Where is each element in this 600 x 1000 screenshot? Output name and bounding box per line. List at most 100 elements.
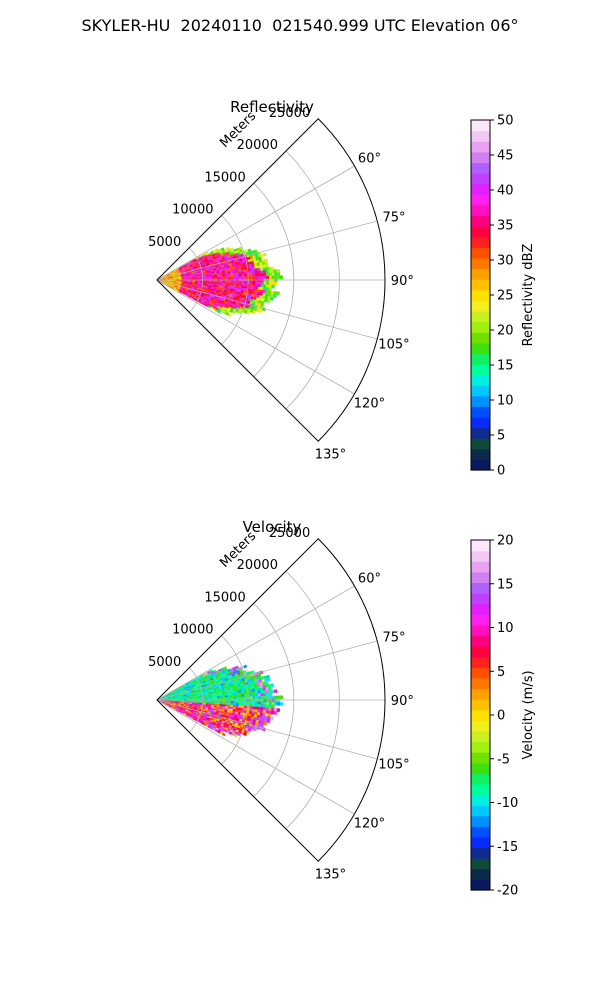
echo-cell bbox=[260, 273, 264, 277]
echo-cells bbox=[156, 246, 284, 317]
echo-cell bbox=[230, 281, 234, 284]
echo-cell bbox=[241, 276, 245, 280]
panel-title: Reflectivity bbox=[230, 98, 314, 116]
colorbar-segment bbox=[471, 868, 490, 880]
echo-cell bbox=[252, 273, 256, 277]
panel-title: Velocity bbox=[243, 518, 302, 536]
radial-tick-label: 10000 bbox=[172, 203, 213, 218]
echo-cell bbox=[241, 696, 245, 700]
colorbar-segment bbox=[471, 279, 490, 291]
echo-cell bbox=[244, 276, 248, 280]
echo-cell bbox=[269, 698, 273, 703]
colorbar-segment bbox=[471, 752, 490, 764]
echo-cell bbox=[263, 284, 267, 288]
echo-cell bbox=[243, 271, 248, 275]
colorbar-segment bbox=[471, 151, 490, 164]
polar-grid bbox=[156, 570, 385, 830]
echo-cell bbox=[208, 277, 212, 280]
echo-cell bbox=[224, 273, 229, 277]
colorbar-segment bbox=[471, 773, 490, 785]
echo-cell bbox=[237, 732, 241, 737]
echo-cell bbox=[249, 276, 254, 280]
echo-cell bbox=[266, 281, 270, 286]
colorbar-segment bbox=[471, 300, 490, 312]
echo-cell bbox=[238, 696, 243, 700]
colorbar-segment bbox=[471, 385, 490, 397]
echo-cell bbox=[253, 727, 258, 732]
colorbar-segment bbox=[471, 582, 490, 594]
echo-cell bbox=[268, 692, 273, 697]
azimuth-line bbox=[156, 640, 378, 701]
colorbar-segment bbox=[471, 709, 490, 721]
echo-cell bbox=[260, 278, 264, 283]
echo-cell bbox=[249, 279, 254, 282]
angular-tick-label: 120° bbox=[354, 817, 385, 832]
angular-tick-label: 135° bbox=[315, 447, 346, 462]
colorbar-segment bbox=[471, 374, 490, 386]
colorbar-segment bbox=[471, 794, 490, 806]
colorbar-segment bbox=[471, 459, 490, 471]
echo-cell bbox=[246, 310, 251, 315]
colorbar-segment bbox=[471, 257, 490, 270]
echo-cell bbox=[255, 284, 259, 288]
echo-cell bbox=[214, 277, 218, 280]
echo-cell bbox=[260, 698, 264, 703]
echo-cell bbox=[241, 701, 245, 705]
echo-cell bbox=[255, 273, 259, 277]
echo-cell bbox=[260, 276, 264, 280]
echo-cell bbox=[279, 695, 284, 700]
echo-cell bbox=[268, 704, 273, 709]
echo-cell bbox=[241, 281, 245, 285]
colorbar-segment bbox=[471, 635, 490, 647]
colorbar-segment bbox=[471, 215, 490, 227]
echo-cell bbox=[266, 698, 270, 703]
echo-cell bbox=[227, 697, 232, 700]
echo-cell bbox=[244, 279, 248, 282]
echo-cell bbox=[263, 273, 267, 277]
colorbar-tick-label: 10 bbox=[497, 621, 514, 636]
echo-cell bbox=[256, 265, 261, 269]
colorbar-segment bbox=[471, 656, 490, 668]
colorbar-segment bbox=[471, 289, 490, 301]
echo-cell bbox=[222, 697, 226, 700]
echo-cell bbox=[252, 271, 256, 275]
echo-cell bbox=[257, 693, 262, 697]
echo-cell bbox=[244, 703, 248, 707]
colorbar-segment bbox=[471, 561, 490, 573]
echo-cell bbox=[249, 283, 253, 287]
echo-cell bbox=[258, 278, 262, 282]
echo-cell bbox=[266, 695, 270, 700]
echo-cell bbox=[263, 704, 267, 708]
echo-cell bbox=[227, 695, 232, 698]
colorbar-segment bbox=[471, 646, 490, 658]
echo-cell bbox=[252, 281, 256, 285]
echo-cell bbox=[265, 284, 270, 289]
echo-cell bbox=[268, 275, 273, 280]
echo-cell bbox=[230, 702, 234, 706]
echo-cell bbox=[238, 274, 243, 278]
echo-cell bbox=[263, 695, 267, 700]
echo-cell bbox=[265, 707, 270, 712]
polar-frame bbox=[156, 538, 386, 862]
angular-tick-label: 105° bbox=[378, 757, 409, 772]
echo-cell bbox=[274, 272, 278, 277]
polar-frame bbox=[156, 118, 386, 442]
colorbar-segment bbox=[471, 416, 490, 429]
echo-cell bbox=[227, 275, 232, 278]
azimuth-line bbox=[156, 699, 355, 815]
echo-cell bbox=[222, 695, 226, 698]
echo-cell bbox=[235, 694, 240, 698]
echo-cell bbox=[263, 275, 267, 280]
echo-cell bbox=[237, 310, 242, 315]
echo-cell bbox=[279, 275, 284, 280]
echo-cell bbox=[263, 721, 268, 726]
echo-cell bbox=[258, 276, 262, 280]
echo-cell bbox=[276, 269, 281, 273]
colorbar-tick-label: 15 bbox=[497, 577, 514, 592]
echo-cell bbox=[216, 697, 221, 700]
echo-cell bbox=[236, 701, 240, 704]
colorbar-segment bbox=[471, 540, 490, 552]
echo-cell bbox=[257, 281, 262, 285]
colorbar-segment bbox=[471, 783, 490, 796]
echo-cell bbox=[244, 283, 248, 287]
